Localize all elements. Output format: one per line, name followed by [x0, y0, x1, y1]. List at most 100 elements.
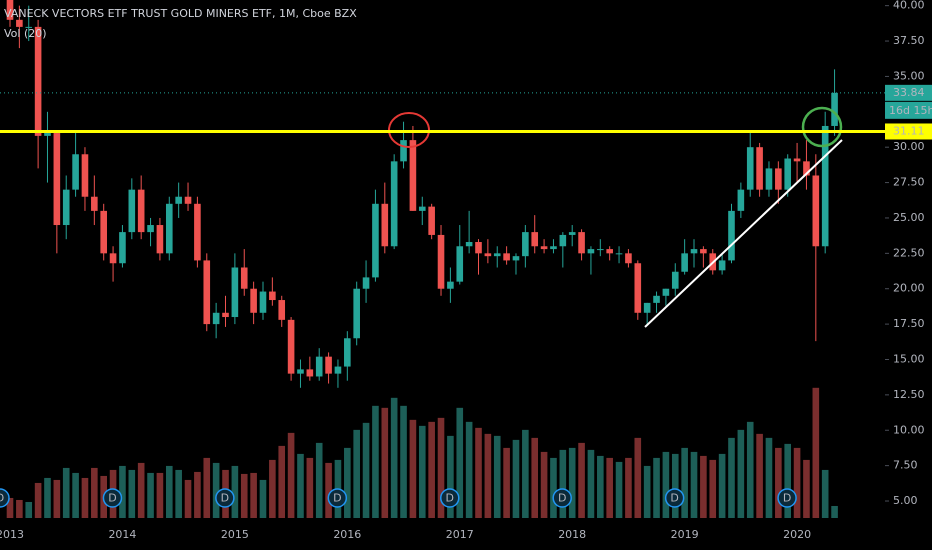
- volume-bar: [718, 453, 726, 518]
- last-price-label: 33.84: [893, 86, 925, 99]
- candle-body: [269, 291, 276, 301]
- volume-bar: [175, 469, 182, 518]
- candle-body: [428, 206, 435, 235]
- candle-body: [522, 232, 529, 257]
- volume-bar: [203, 457, 211, 518]
- x-tick-label: 2018: [558, 528, 586, 541]
- y-tick-label: 27.50: [893, 176, 925, 189]
- volume-bar: [16, 499, 23, 518]
- candle-body: [231, 267, 239, 318]
- candle-body: [109, 253, 117, 264]
- volume-bar: [34, 482, 42, 518]
- volume-bar: [831, 505, 838, 518]
- volume-bar: [512, 439, 520, 518]
- level-price-box: [885, 123, 932, 140]
- volume-bar: [690, 451, 698, 518]
- candle-body: [344, 338, 351, 367]
- volume-bar: [597, 455, 604, 518]
- candle-body: [34, 26, 42, 136]
- candle-body: [203, 260, 211, 325]
- y-tick-label: 10.00: [893, 423, 925, 436]
- volume-bar: [362, 422, 370, 518]
- y-tick-label: 35.00: [893, 69, 925, 82]
- volume-bar: [156, 472, 164, 518]
- volume-label: Vol (20): [4, 27, 47, 40]
- y-tick-label: 20.00: [893, 282, 925, 295]
- candle-body: [465, 242, 473, 247]
- volume-bar: [550, 457, 557, 518]
- candle-body: [812, 175, 820, 247]
- volume-bar: [137, 462, 145, 518]
- dividend-label: D: [108, 492, 116, 505]
- volume-bar: [353, 429, 360, 518]
- volume-bar: [653, 457, 660, 518]
- volume-bar: [475, 427, 482, 518]
- countdown-label: 16d 15h: [889, 104, 932, 117]
- volume-bar: [606, 457, 613, 518]
- volume-bar: [615, 461, 623, 518]
- candle-body: [765, 168, 773, 190]
- volume-bar: [812, 387, 820, 518]
- volume-bar: [428, 421, 435, 518]
- candle-body: [16, 19, 23, 27]
- candle-body: [606, 249, 613, 254]
- volume-bar: [821, 469, 829, 518]
- volume-bar: [315, 442, 323, 518]
- candle-body: [493, 253, 501, 257]
- candle-body: [222, 312, 229, 318]
- candle-body: [447, 281, 454, 289]
- x-tick-label: 2020: [783, 528, 811, 541]
- candle-body: [325, 356, 332, 374]
- volume-bar: [587, 449, 595, 518]
- candle-body: [240, 267, 248, 289]
- x-tick-label: 2017: [446, 528, 474, 541]
- candle-body: [156, 225, 164, 254]
- dividend-marker: [777, 488, 797, 508]
- candle-body: [550, 246, 557, 250]
- volume-bar: [728, 437, 735, 518]
- volume-bar: [212, 462, 220, 518]
- volume-bar: [418, 425, 426, 518]
- volume-bar: [803, 459, 810, 518]
- volume-bar: [400, 405, 407, 518]
- dividend-label: D: [446, 492, 454, 505]
- candle-body: [175, 196, 182, 204]
- dividend-marker: [102, 488, 123, 508]
- candle-body: [681, 253, 688, 272]
- volume-bar: [25, 501, 33, 518]
- candle-body: [212, 312, 220, 325]
- candle-body: [418, 206, 426, 211]
- y-tick-label: 30.00: [893, 140, 925, 153]
- candle-body: [334, 366, 342, 374]
- volume-bar: [784, 443, 792, 518]
- dividend-label: D: [333, 492, 341, 505]
- candle-body: [784, 158, 792, 190]
- candle-body: [390, 161, 398, 247]
- candle-body: [587, 249, 595, 254]
- dividend-marker: [0, 488, 10, 508]
- y-tick-label: 15.00: [893, 352, 925, 365]
- volume-bar: [756, 433, 763, 518]
- candle-body: [287, 319, 295, 374]
- volume-bar: [165, 465, 173, 518]
- x-tick-label: 2013: [0, 528, 24, 541]
- candle-body: [25, 26, 33, 28]
- candle-body: [147, 225, 154, 233]
- candle-body: [297, 369, 304, 374]
- volume-bar: [737, 429, 745, 518]
- dividend-label: D: [558, 492, 566, 505]
- candle-body: [512, 256, 520, 261]
- candle-body: [44, 133, 51, 136]
- candle-body: [278, 300, 286, 320]
- volume-bar: [81, 477, 89, 518]
- candle-body: [662, 288, 670, 296]
- dividend-label: D: [221, 492, 229, 505]
- volume-bar: [147, 472, 154, 518]
- volume-bar: [390, 397, 398, 518]
- volume-bar: [119, 465, 126, 518]
- candle-body: [803, 161, 810, 176]
- last-price-box: [885, 84, 932, 101]
- x-tick-label: 2014: [108, 528, 136, 541]
- countdown-box: [885, 101, 932, 119]
